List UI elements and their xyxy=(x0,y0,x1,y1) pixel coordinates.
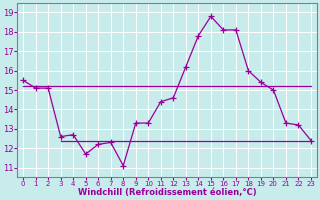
X-axis label: Windchill (Refroidissement éolien,°C): Windchill (Refroidissement éolien,°C) xyxy=(78,188,256,197)
